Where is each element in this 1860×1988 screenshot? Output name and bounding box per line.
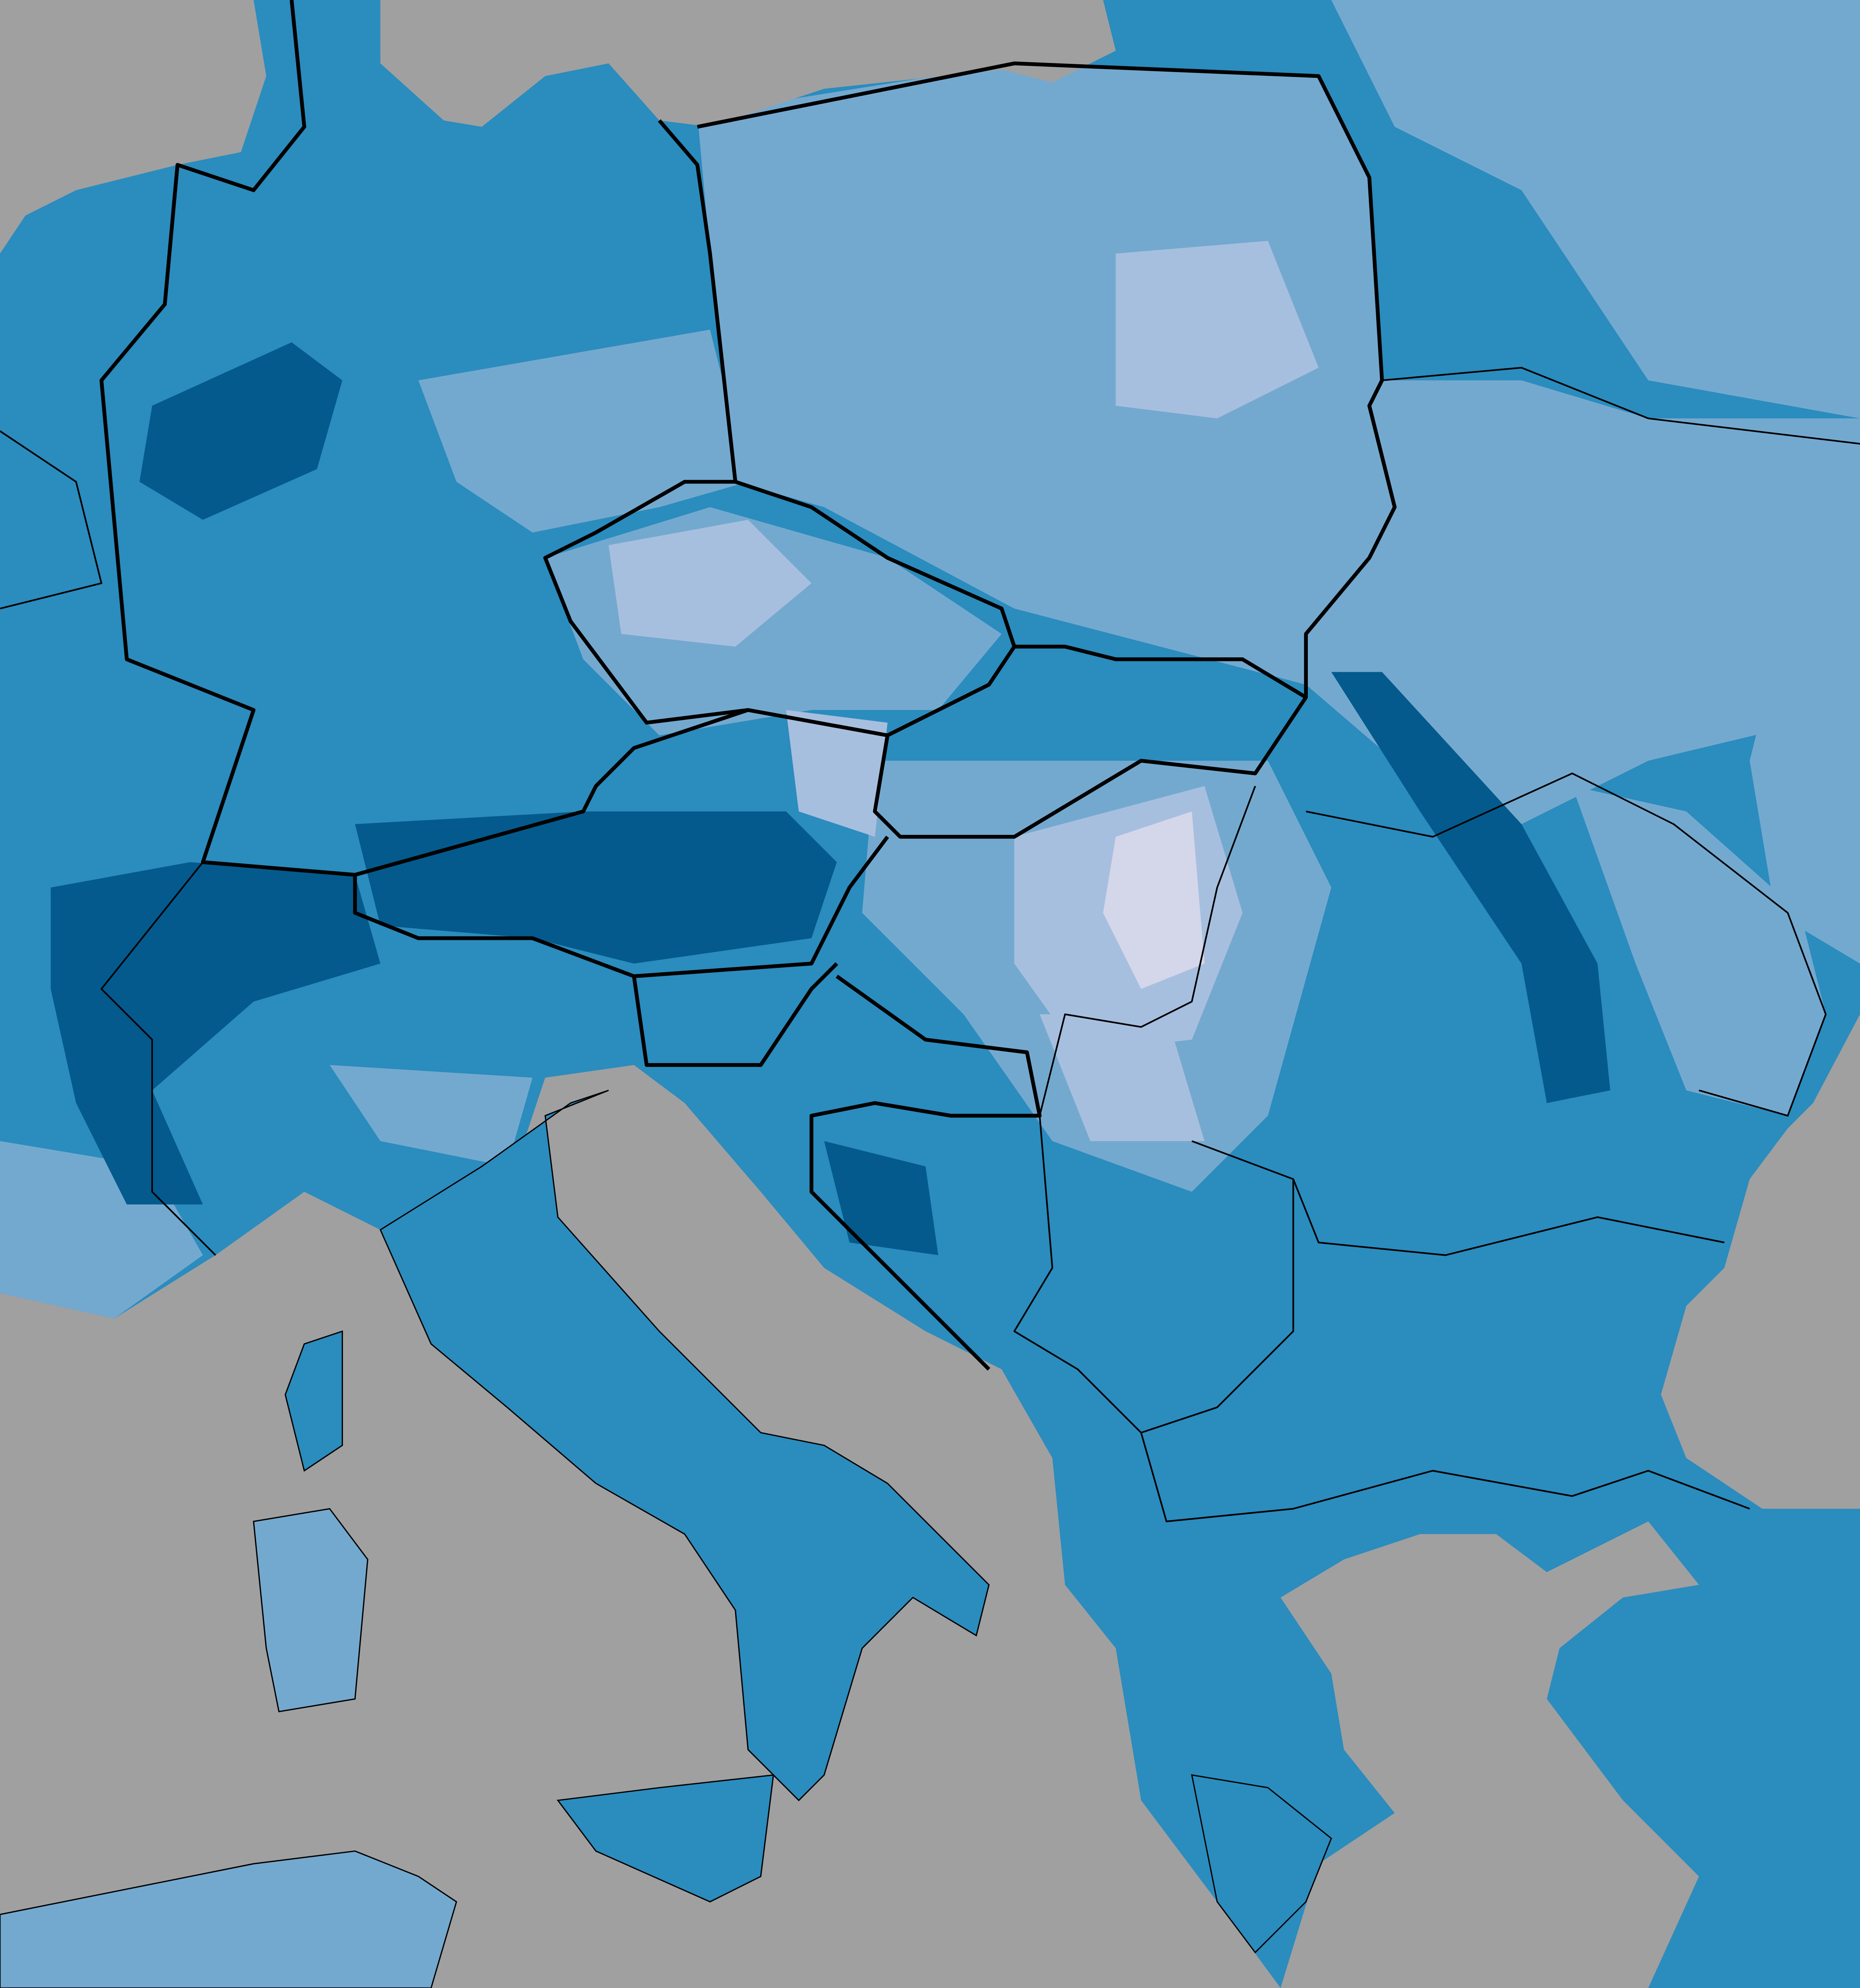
field-patch bbox=[139, 342, 343, 520]
border bbox=[697, 61, 1397, 699]
field-patch bbox=[824, 1141, 938, 1255]
field-patch bbox=[1572, 786, 1826, 1116]
border bbox=[0, 430, 103, 610]
field-patch bbox=[418, 329, 748, 533]
sea bbox=[0, 0, 266, 254]
field-patch bbox=[608, 520, 812, 647]
land bbox=[556, 1774, 775, 1903]
border bbox=[100, 862, 216, 1256]
border bbox=[1013, 785, 1750, 1523]
field-patch bbox=[1103, 811, 1205, 989]
border bbox=[1382, 367, 1860, 445]
field-patch bbox=[355, 811, 837, 964]
border bbox=[543, 480, 749, 725]
land bbox=[1191, 1774, 1332, 1954]
field-patch bbox=[786, 710, 888, 837]
land bbox=[285, 1330, 343, 1472]
field-patch bbox=[1039, 1014, 1205, 1141]
field-patch bbox=[1331, 672, 1610, 1103]
field-patch bbox=[1331, 0, 1860, 418]
border bbox=[632, 962, 838, 1067]
border bbox=[809, 974, 1042, 1371]
field-patch bbox=[697, 63, 1860, 824]
sea bbox=[1280, 1521, 1699, 1988]
field-patch bbox=[1750, 481, 1860, 964]
land bbox=[379, 1090, 990, 1801]
sea bbox=[0, 1065, 1281, 1988]
border bbox=[99, 0, 1016, 877]
border bbox=[353, 836, 889, 979]
field-patch bbox=[1116, 241, 1319, 418]
border bbox=[1306, 772, 1827, 1117]
field-patch bbox=[51, 862, 380, 1205]
border bbox=[873, 696, 1308, 839]
land bbox=[0, 1850, 457, 1988]
land bbox=[253, 1508, 369, 1712]
border bbox=[1141, 1179, 1294, 1434]
border bbox=[1191, 1140, 1725, 1256]
sea bbox=[1661, 1014, 1860, 1509]
sea bbox=[380, 0, 1116, 127]
